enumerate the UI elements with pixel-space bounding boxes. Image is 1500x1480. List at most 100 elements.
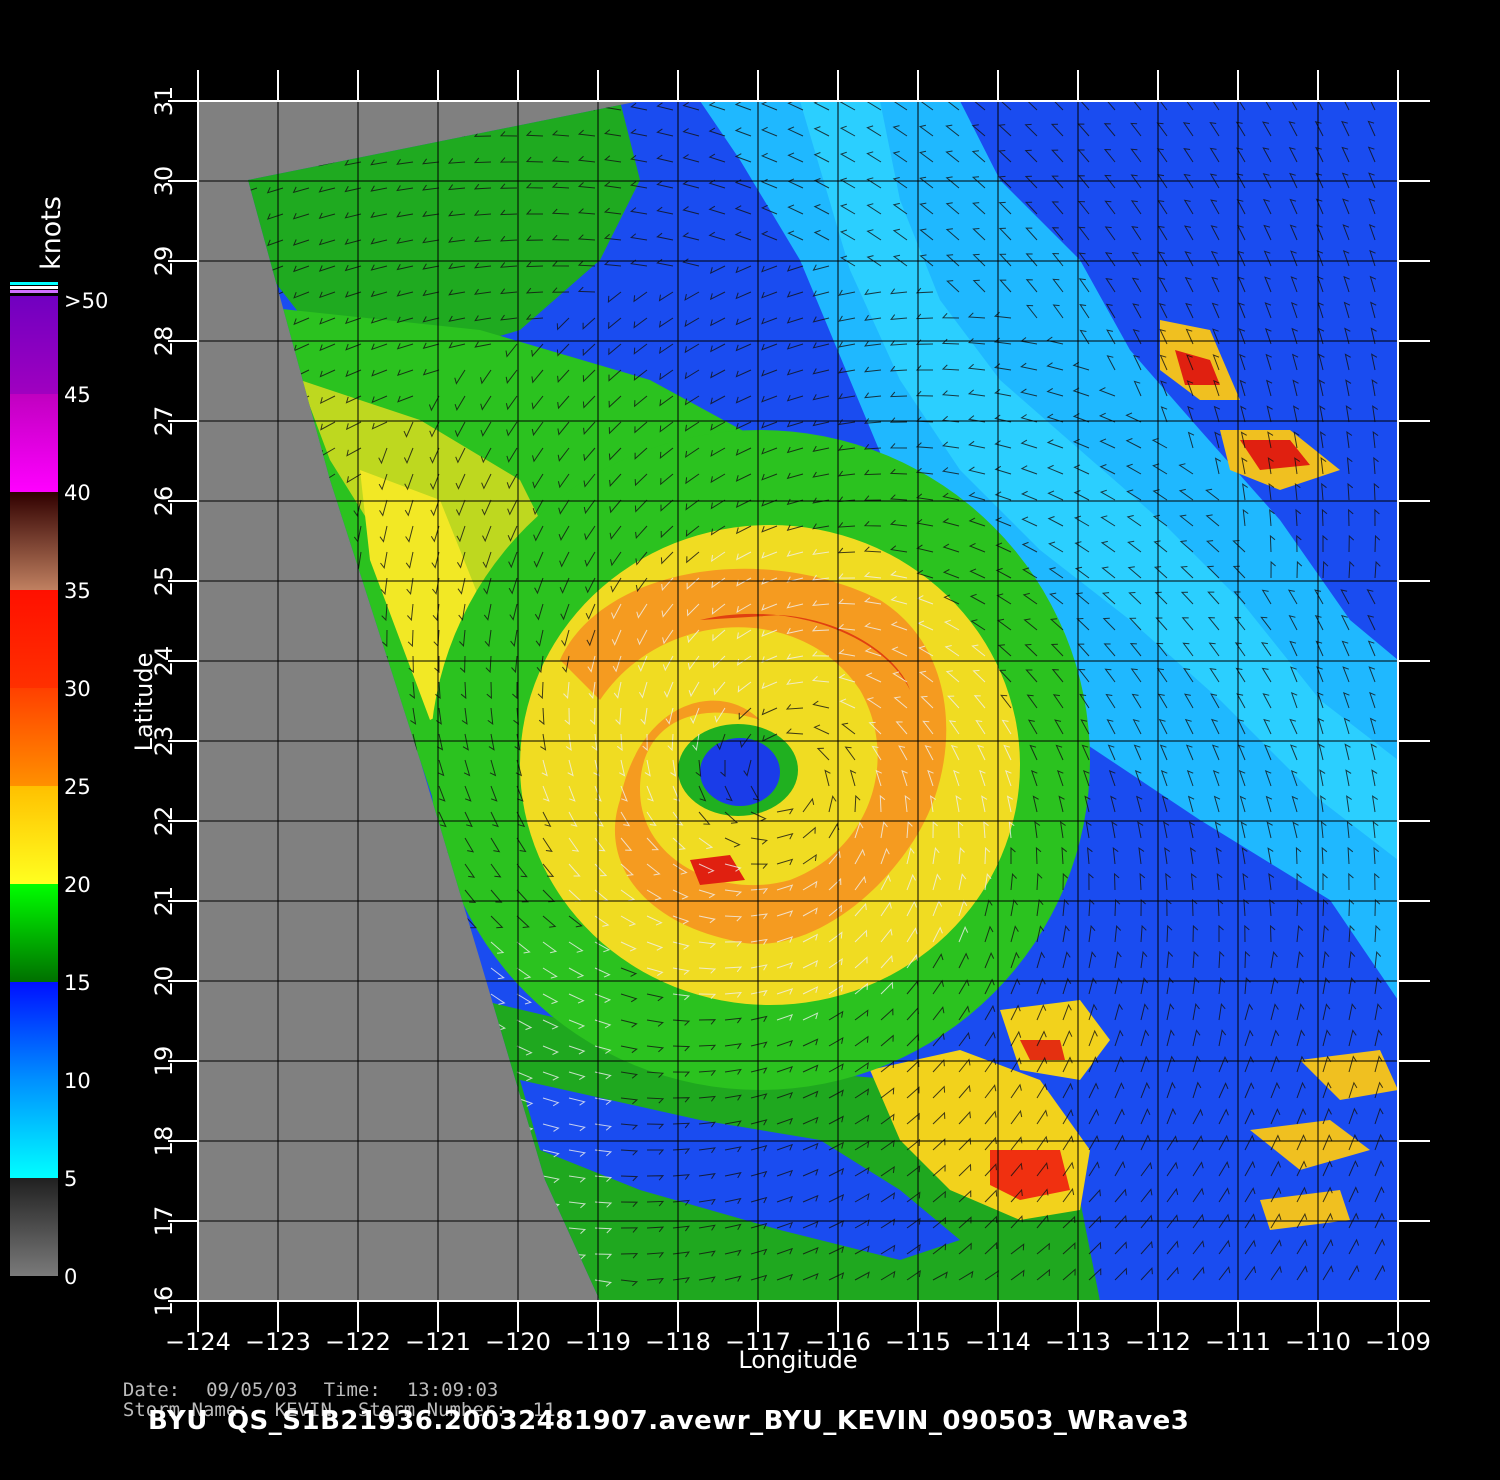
wind-barb <box>1215 847 1222 865</box>
wind-barb <box>802 986 819 995</box>
wind-barb <box>750 1067 768 1074</box>
wind-barb <box>1088 924 1096 943</box>
wind-barb <box>1129 101 1142 111</box>
wind-barb <box>448 342 466 349</box>
colorbar-tick-label: >50 <box>64 289 108 313</box>
wind-barb <box>593 759 600 777</box>
wind-barb <box>750 863 769 869</box>
wind-barb <box>786 627 804 635</box>
wind-barb <box>1036 898 1044 917</box>
wind-barb <box>958 846 965 865</box>
wind-barb <box>710 499 726 510</box>
southeast-convection-core <box>990 1150 1070 1200</box>
wind-barb <box>1218 1160 1230 1177</box>
wind-barb <box>1371 769 1378 787</box>
wind-barb <box>464 889 477 903</box>
wind-barb <box>1348 534 1355 553</box>
wind-barb <box>932 847 940 865</box>
wind-barb <box>839 101 856 111</box>
wind-barb <box>1269 509 1275 527</box>
wind-barb <box>1348 1238 1360 1255</box>
latitude-tick-label: 28 <box>150 326 178 357</box>
wind-barb <box>370 238 388 245</box>
wind-barb <box>889 391 908 398</box>
wind-barb <box>480 447 492 464</box>
wind-barb <box>1103 123 1116 137</box>
wind-barb <box>1166 1135 1178 1151</box>
wind-barb <box>1036 1004 1047 1021</box>
wind-barb <box>1348 1264 1360 1281</box>
wind-barb <box>1344 353 1351 371</box>
wind-barb <box>1137 821 1144 839</box>
wind-barb <box>710 369 726 379</box>
wind-barb <box>1130 148 1142 163</box>
wind-barb <box>1181 617 1194 631</box>
wind-barb <box>1322 534 1328 552</box>
wind-barb <box>837 623 856 631</box>
wind-barb <box>880 1218 896 1229</box>
wind-barb <box>812 342 830 349</box>
wind-barb <box>1021 541 1038 553</box>
wind-barb <box>620 1227 639 1233</box>
wind-barb <box>787 152 804 163</box>
wind-barb <box>557 473 570 489</box>
wind-barb <box>863 546 882 553</box>
wind-barb <box>1192 1029 1201 1047</box>
wind-barb <box>1290 276 1298 293</box>
wind-barb <box>958 978 970 995</box>
wind-barb <box>880 1008 894 1021</box>
wind-barb <box>734 153 752 163</box>
wind-barb <box>646 1175 665 1181</box>
wind-barb <box>474 341 492 348</box>
wind-barb <box>1161 795 1169 813</box>
wind-barb <box>1140 1267 1153 1281</box>
wind-barb <box>516 889 529 903</box>
wind-barb <box>837 522 856 528</box>
wind-barb <box>724 785 733 802</box>
wind-barb <box>1048 567 1064 579</box>
wind-barb <box>1374 950 1382 969</box>
wind-barb <box>828 1063 844 1073</box>
wind-barb <box>594 1253 613 1260</box>
wind-barb <box>1244 1160 1256 1177</box>
wind-barb <box>344 238 362 245</box>
wind-barb <box>1218 1108 1229 1125</box>
wind-barb <box>1291 327 1298 345</box>
wind-barb <box>1098 412 1116 423</box>
wind-barb <box>1347 846 1354 865</box>
wind-barb <box>750 785 760 801</box>
wind-barb <box>761 681 778 690</box>
wind-barb <box>1368 224 1376 241</box>
wind-barb <box>1320 457 1327 475</box>
wind-barb <box>1218 1266 1231 1281</box>
wind-barb <box>1166 1214 1179 1229</box>
wind-barb <box>568 1201 587 1209</box>
wind-barb <box>1020 465 1038 475</box>
wind-barb <box>1321 508 1328 527</box>
wind-barb <box>1287 589 1298 605</box>
wind-barb <box>863 495 882 501</box>
wind-barb <box>1238 770 1246 787</box>
wind-barb <box>551 208 570 215</box>
wind-barb <box>1187 431 1195 449</box>
wind-barb <box>610 551 622 567</box>
wind-barb <box>802 1168 819 1177</box>
wind-barb <box>1088 1241 1102 1255</box>
wind-barb <box>760 230 778 241</box>
wind-barb <box>1244 1108 1255 1125</box>
wind-barb <box>516 811 526 828</box>
wind-barb <box>448 184 466 191</box>
wind-barb <box>750 1170 768 1178</box>
wind-barb <box>490 837 501 853</box>
wind-barb <box>620 837 633 851</box>
wind-barb <box>1207 591 1220 605</box>
wind-barb <box>1321 482 1327 501</box>
wind-barb <box>620 1097 639 1105</box>
wind-barb <box>1344 743 1351 761</box>
colorbar-unit-label: knots <box>36 196 67 270</box>
wind-barb <box>1140 1081 1150 1099</box>
wind-barb <box>615 707 622 726</box>
wind-barb <box>750 964 768 971</box>
wind-barb <box>761 629 778 637</box>
wind-barb <box>1370 301 1377 319</box>
